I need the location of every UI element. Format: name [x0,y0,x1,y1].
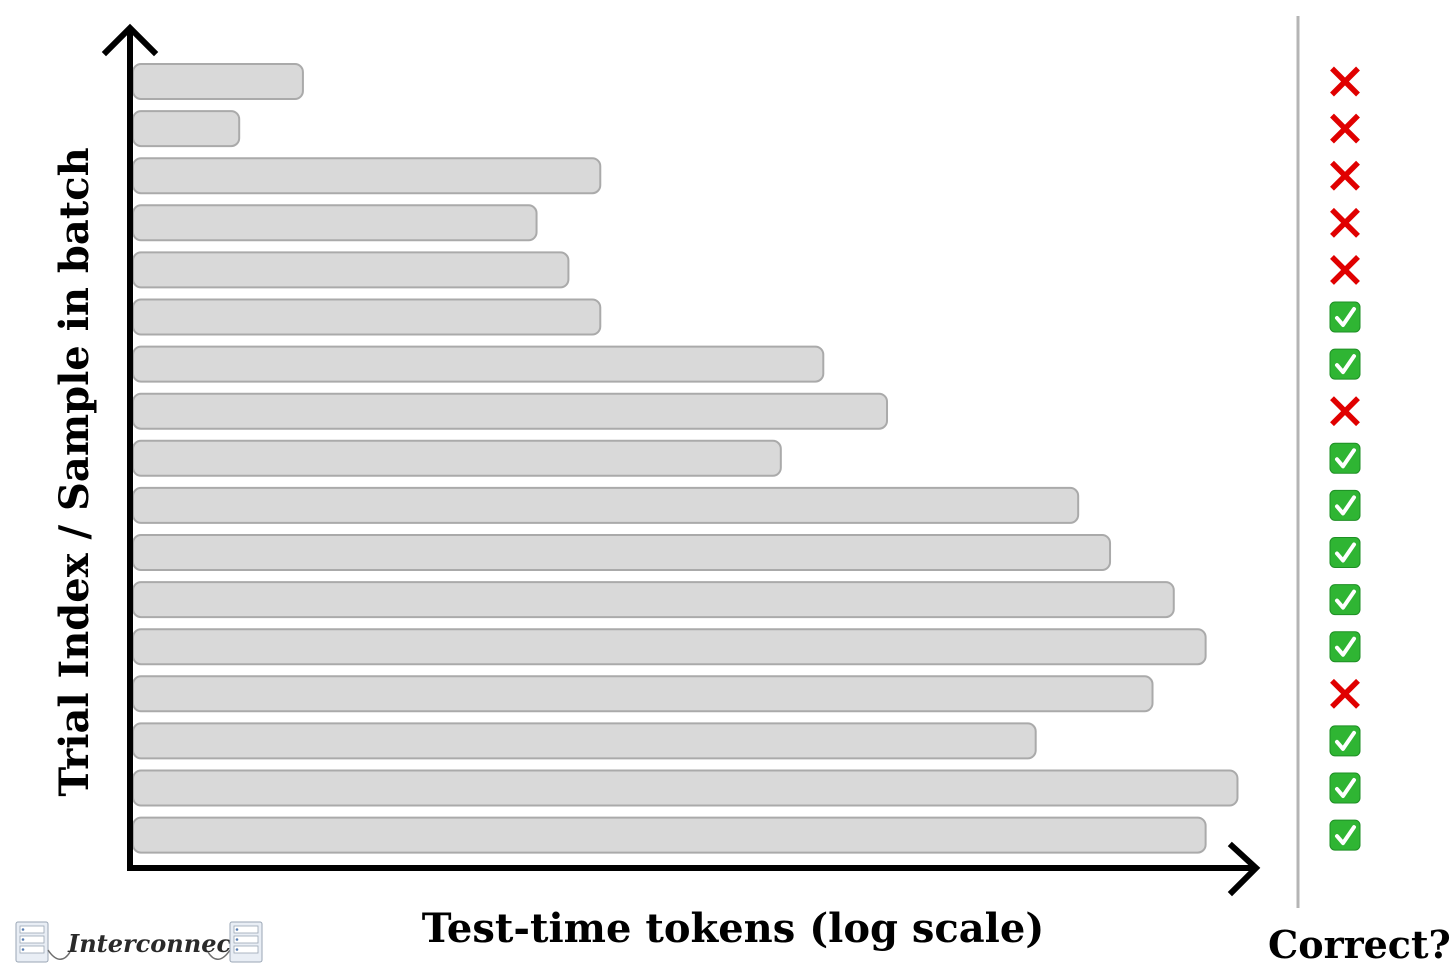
red-x-icon [1330,396,1360,427]
green-check-icon [1329,819,1361,851]
bar-trial-4 [132,204,538,242]
bar-trial-10 [132,486,1080,524]
interconnects-logo: Interconnects [15,921,263,963]
bar-trial-16 [132,769,1239,807]
bar-trial-2 [132,110,241,148]
server-right-icon [229,921,263,963]
red-x-icon [1330,678,1360,709]
bar-trial-8 [132,392,889,430]
bar-trial-15 [132,722,1037,760]
y-axis-label: Trial Index / Sample in batch [51,147,98,796]
red-x-icon [1330,207,1360,238]
bar-trial-6 [132,298,602,336]
bar-trial-17 [132,816,1207,854]
red-x-icon [1330,66,1360,97]
correct-column-label: Correct? [1268,922,1451,967]
bar-trial-11 [132,534,1112,571]
red-x-icon [1330,160,1360,191]
green-check-icon [1329,301,1361,333]
x-axis-label: Test-time tokens (log scale) [422,905,1045,952]
green-check-icon [1329,772,1361,804]
bar-trial-5 [132,251,570,289]
y-axis-arrowhead [101,23,159,57]
bar-trial-12 [132,581,1175,619]
green-check-icon [1329,725,1361,757]
green-check-icon [1329,348,1361,380]
green-check-icon [1329,442,1361,474]
bar-trial-3 [132,157,602,195]
bar-trial-1 [132,63,304,100]
bar-trial-13 [132,628,1207,666]
server-left-icon [15,921,49,963]
red-x-icon [1330,113,1360,144]
green-check-icon [1329,537,1361,568]
bar-trial-9 [132,439,782,477]
correctness-column [1329,66,1361,851]
x-axis-arrowhead [1227,841,1261,897]
green-check-icon [1329,584,1361,616]
green-check-icon [1329,631,1361,663]
logo-text: Interconnects [67,929,256,958]
bar-trial-7 [132,345,825,383]
bar-trial-14 [132,675,1154,713]
green-check-icon [1329,489,1361,521]
red-x-icon [1330,254,1360,285]
bars-group [132,63,1239,854]
